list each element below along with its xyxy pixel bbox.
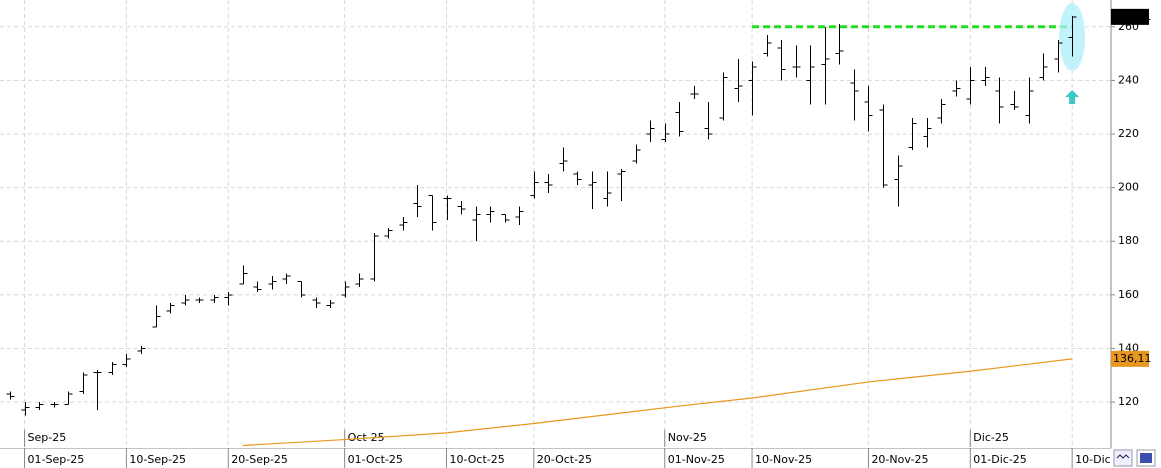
x-tick-label: 10-Dic-25 bbox=[1075, 453, 1129, 466]
up-arrow bbox=[1065, 90, 1080, 104]
ma-value-label: 136,11 bbox=[1113, 352, 1152, 365]
plot-area: Sep-25 Oct-25 Nov-25 Dic-25 bbox=[0, 0, 1111, 447]
x-tick-label: 20-Sep-25 bbox=[231, 453, 288, 466]
y-tick-label: 240 bbox=[1118, 73, 1139, 86]
x-tick-label: 10-Nov-25 bbox=[755, 453, 812, 466]
x-tick-label: 10-Sep-25 bbox=[129, 453, 186, 466]
x-tick-label: 01-Nov-25 bbox=[668, 453, 725, 466]
month-label: Dic-25 bbox=[973, 431, 1009, 444]
zoom-icon bbox=[1116, 454, 1130, 459]
moving-average-line bbox=[242, 358, 1073, 447]
y-tick-label: 200 bbox=[1118, 181, 1139, 194]
ma-value-box bbox=[1111, 350, 1149, 367]
month-label: Oct-25 bbox=[348, 431, 385, 444]
month-label: Sep-25 bbox=[28, 431, 67, 444]
y-tick-label: 160 bbox=[1118, 288, 1139, 301]
y-tick-label: 120 bbox=[1118, 395, 1139, 408]
last-price-label: 263,71 bbox=[1113, 10, 1152, 23]
toolbar bbox=[1113, 449, 1156, 467]
x-axis: 01-Sep-25 10-Sep-25 20-Sep-25 01-Oct-25 10-O… bbox=[0, 448, 1129, 468]
x-tick-label: 01-Sep-25 bbox=[28, 453, 85, 466]
last-price-box bbox=[1111, 8, 1149, 25]
month-label: Nov-25 bbox=[668, 431, 707, 444]
x-tick-label: 10-Oct-25 bbox=[450, 453, 505, 466]
x-tick-label: 20-Nov-25 bbox=[871, 453, 928, 466]
save-icon bbox=[1140, 453, 1152, 463]
x-tick-label: 01-Oct-25 bbox=[348, 453, 403, 466]
y-tick-label: 220 bbox=[1118, 127, 1139, 140]
x-tick-label: 01-Dic-25 bbox=[973, 453, 1027, 466]
y-tick-label: 180 bbox=[1118, 234, 1139, 247]
x-tick-label: 20-Oct-25 bbox=[537, 453, 592, 466]
